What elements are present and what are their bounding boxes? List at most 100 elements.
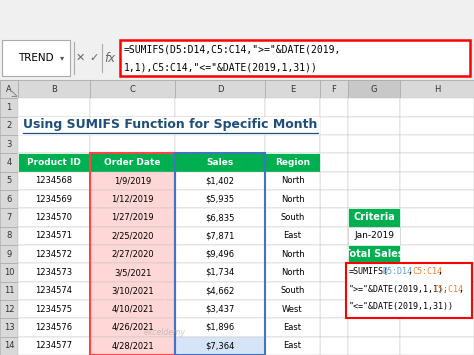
Bar [265, 190, 320, 208]
Bar [400, 337, 474, 355]
Bar [348, 245, 400, 263]
Bar [90, 263, 175, 282]
Text: 3/5/2021: 3/5/2021 [114, 268, 151, 277]
Bar [18, 337, 90, 355]
Text: $1,896: $1,896 [205, 323, 235, 332]
Bar [175, 190, 265, 208]
Bar [320, 318, 348, 337]
Text: Using SUMIFS Function for Specific Month: Using SUMIFS Function for Specific Month [23, 118, 318, 131]
Bar [18, 245, 90, 263]
Text: North: North [281, 250, 304, 259]
Bar [0, 153, 18, 172]
Bar [90, 300, 175, 318]
Text: $4,662: $4,662 [205, 286, 235, 295]
Bar [348, 226, 400, 245]
Bar [90, 208, 175, 226]
Bar [175, 337, 265, 355]
Text: 9: 9 [6, 250, 12, 259]
Bar [2, 40, 70, 76]
Text: 1234572: 1234572 [36, 250, 73, 259]
Bar [90, 80, 175, 98]
Bar [320, 337, 348, 355]
Bar [348, 337, 400, 355]
Text: TREND: TREND [18, 53, 54, 63]
Bar [18, 153, 90, 172]
Text: Region: Region [275, 158, 310, 167]
Bar [0, 0, 474, 80]
Bar [18, 117, 90, 135]
Bar [90, 172, 175, 190]
Text: 1/27/2019: 1/27/2019 [111, 213, 154, 222]
Bar [18, 172, 90, 190]
Text: 1234573: 1234573 [36, 268, 73, 277]
Bar [90, 282, 175, 300]
Bar [400, 190, 474, 208]
Bar [320, 226, 348, 245]
Bar [320, 245, 348, 263]
Bar [265, 208, 320, 226]
Text: Order Date: Order Date [104, 158, 161, 167]
Bar [348, 190, 400, 208]
Bar [18, 190, 90, 208]
Bar [400, 208, 474, 226]
Bar [265, 300, 320, 318]
Bar [175, 172, 265, 190]
Bar [400, 117, 474, 135]
Text: East: East [283, 342, 301, 350]
Text: 13: 13 [4, 323, 14, 332]
Text: 7: 7 [6, 213, 12, 222]
Bar [175, 80, 265, 98]
Bar [175, 263, 265, 282]
Bar [400, 135, 474, 153]
Bar [265, 117, 320, 135]
Bar [320, 263, 348, 282]
Bar [90, 263, 175, 282]
Bar [175, 153, 265, 355]
Text: 2: 2 [6, 121, 12, 130]
Text: North: North [281, 268, 304, 277]
Bar [0, 263, 18, 282]
Bar [346, 263, 472, 318]
Text: Total Sales: Total Sales [344, 249, 404, 259]
Bar [175, 208, 265, 226]
Bar [18, 208, 90, 226]
Bar [18, 300, 90, 318]
Bar [175, 190, 265, 208]
Text: "<="&DATE(2019,1,31)): "<="&DATE(2019,1,31)) [349, 302, 454, 311]
Bar [265, 245, 320, 263]
Bar [0, 300, 18, 318]
Text: 4/28/2021: 4/28/2021 [111, 342, 154, 350]
Text: $7,364: $7,364 [205, 342, 235, 350]
Bar [18, 135, 90, 153]
Bar [348, 300, 400, 318]
Bar [18, 263, 90, 282]
Bar [265, 318, 320, 337]
Bar [265, 135, 320, 153]
Bar [175, 226, 265, 245]
Bar [348, 263, 400, 282]
Bar [320, 98, 348, 117]
Bar [18, 153, 90, 172]
Bar [265, 263, 320, 282]
Bar [90, 226, 175, 245]
Text: South: South [280, 213, 305, 222]
Bar [400, 98, 474, 117]
Bar [0, 98, 18, 117]
Text: ,: , [458, 284, 463, 294]
Bar [265, 226, 320, 245]
Bar [348, 208, 400, 226]
Bar [348, 153, 400, 172]
Bar [348, 282, 400, 300]
Bar [0, 80, 18, 98]
Bar [175, 117, 265, 135]
Bar [18, 245, 90, 263]
Bar [265, 98, 320, 117]
Bar [265, 318, 320, 337]
Bar [18, 318, 90, 337]
Text: $6,835: $6,835 [205, 213, 235, 222]
Bar [265, 300, 320, 318]
Text: Product ID: Product ID [27, 158, 81, 167]
Bar [175, 300, 265, 318]
Bar [175, 172, 265, 190]
Bar [348, 98, 400, 117]
